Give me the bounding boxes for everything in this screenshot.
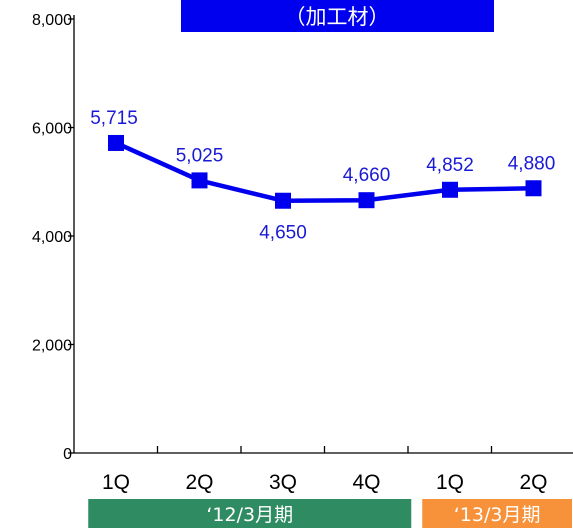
y-tick-label: 2,000 [32,338,72,355]
data-label: 5,715 [90,108,138,129]
y-axis-ticks: 0 2,000 4,000 6,000 8,000 [32,12,74,463]
period-bands: ‘12/3月期 ‘13/3月期 [88,499,572,528]
data-label: 4,650 [259,223,307,244]
x-tick-label: 4Q [352,471,380,494]
series-line [115,140,534,203]
data-label: 4,880 [508,153,556,174]
x-tick-label: 2Q [185,471,213,494]
period-label: ‘13/3月期 [454,504,541,526]
data-point [525,180,542,197]
data-point [191,172,208,189]
data-label: 4,660 [343,165,391,186]
x-tick-label: 2Q [519,471,547,494]
chart-title: （加工材） [285,5,390,29]
data-labels: 5,715 5,025 4,650 4,660 4,852 4,880 [90,108,555,244]
axes [73,15,573,454]
data-label: 4,852 [426,155,474,176]
y-tick-label: 4,000 [32,229,72,246]
series-line-group [108,134,542,209]
y-tick-label: 8,000 [32,12,72,29]
chart-title-box [181,0,494,32]
period-band [88,499,412,528]
data-point [108,134,124,151]
period-label: ‘12/3月期 [206,504,293,526]
x-tick-label: 1Q [436,471,464,494]
period-band [422,499,572,528]
data-point [358,192,375,209]
x-tick-label: 3Q [269,471,297,494]
data-point [275,192,291,209]
y-tick-label: 0 [63,446,72,463]
data-label: 5,025 [176,145,224,166]
data-point [442,181,458,198]
x-tick-label: 1Q [102,471,130,494]
y-tick-label: 6,000 [32,121,72,138]
x-axis-ticks: 1Q 2Q 3Q 4Q 1Q 2Q [102,446,548,494]
